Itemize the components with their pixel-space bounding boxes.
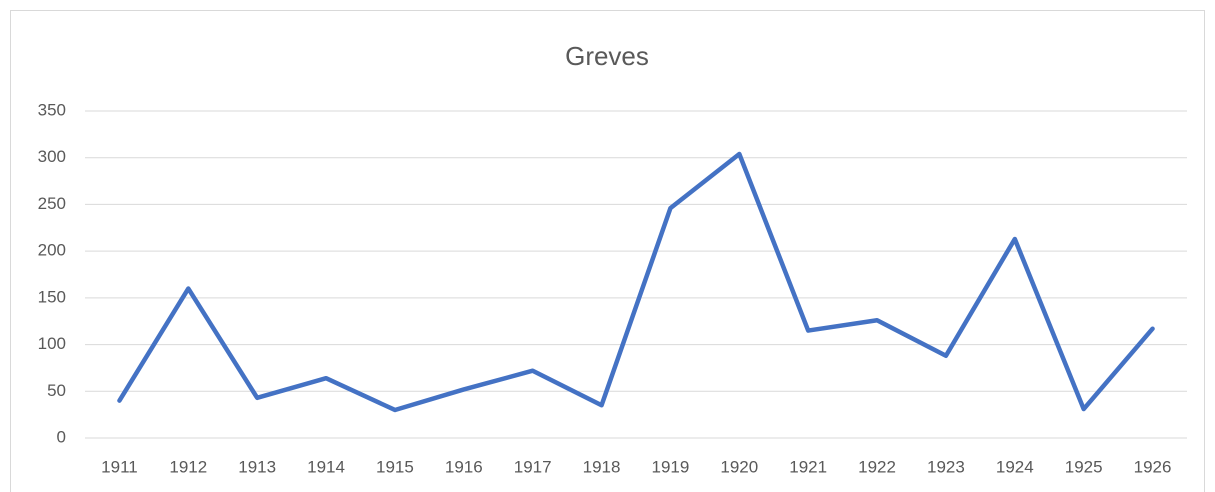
y-tick-label: 0 (57, 427, 66, 446)
y-tick-label: 250 (38, 194, 66, 213)
x-tick-label: 1912 (169, 457, 207, 476)
y-tick-label: 150 (38, 287, 66, 306)
x-tick-label: 1921 (789, 457, 827, 476)
y-tick-label: 50 (47, 381, 66, 400)
x-tick-label: 1911 (101, 457, 138, 476)
x-tick-label: 1915 (376, 457, 414, 476)
x-tick-label: 1913 (238, 457, 276, 476)
x-tick-label: 1917 (514, 457, 552, 476)
y-tick-label: 200 (38, 241, 66, 260)
x-tick-label: 1914 (307, 457, 345, 476)
x-tick-label: 1923 (927, 457, 965, 476)
x-tick-label: 1924 (996, 457, 1034, 476)
x-tick-label: 1916 (445, 457, 483, 476)
y-tick-label: 350 (38, 100, 66, 119)
x-tick-label: 1918 (583, 457, 621, 476)
chart-title: Greves (565, 41, 649, 71)
y-tick-label: 300 (38, 147, 66, 166)
x-tick-label: 1926 (1134, 457, 1172, 476)
x-tick-label: 1920 (720, 457, 758, 476)
x-tick-label: 1919 (652, 457, 690, 476)
x-tick-label: 1925 (1065, 457, 1103, 476)
line-series (117, 151, 1155, 413)
x-tick-label: 1922 (858, 457, 896, 476)
y-tick-label: 100 (38, 334, 66, 353)
